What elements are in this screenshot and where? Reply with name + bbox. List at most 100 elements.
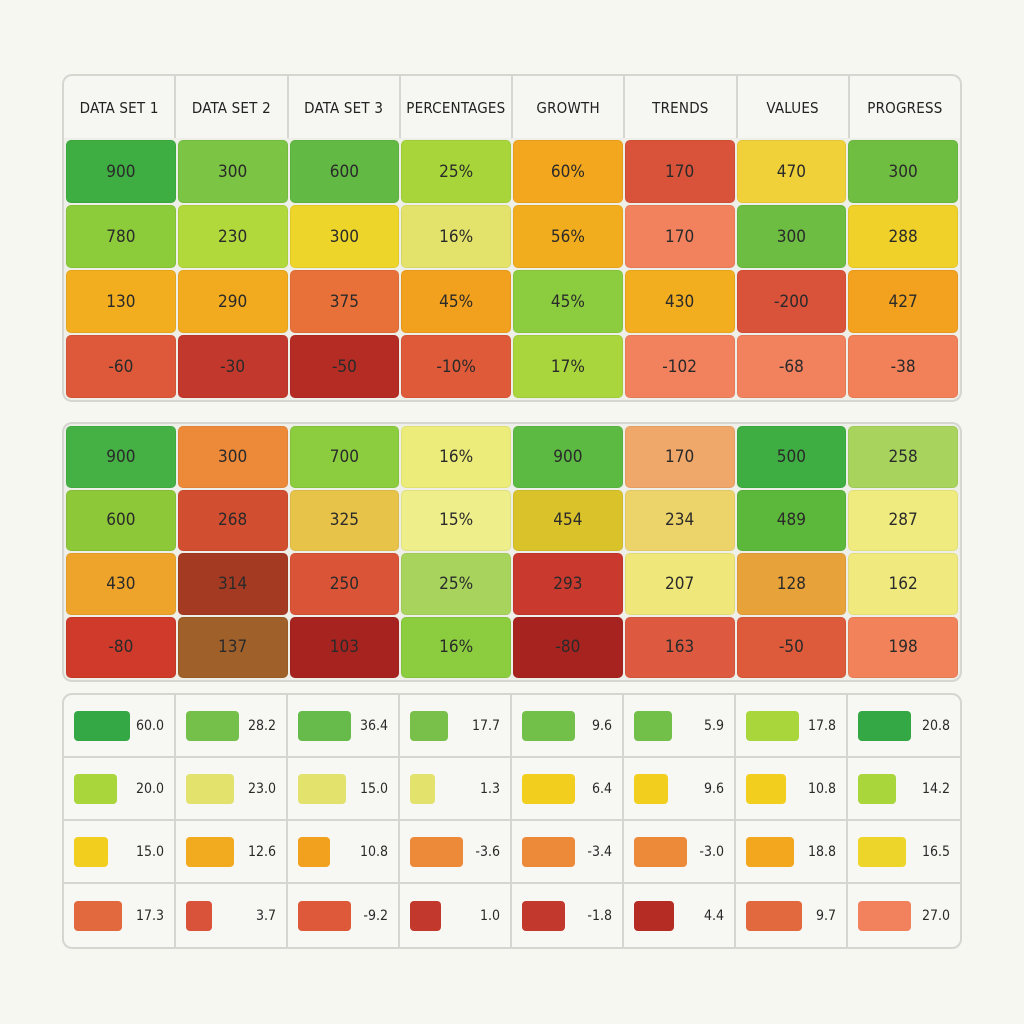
heatmap-cell: 430 <box>624 270 735 333</box>
bar-cell: 15.0 <box>288 758 400 821</box>
column-header: PERCENTAGES <box>401 76 513 140</box>
bar-value-label: 9.6 <box>703 780 724 797</box>
heatmap-cell: 300 <box>736 205 847 268</box>
bar <box>410 836 463 867</box>
bar <box>858 900 911 931</box>
bar-value-label: 17.3 <box>135 907 164 924</box>
heatmap-grid-1: 900 300 600 25% 60% 170 470 300 780 230 300 16% 56% 1… <box>64 138 960 400</box>
heatmap-cell: 900 <box>66 140 176 203</box>
column-header: PROGRESS <box>867 99 943 117</box>
column-header: DATA SET 2 <box>176 76 289 140</box>
bar-cell: 17.8 <box>736 695 848 758</box>
bar <box>522 710 575 741</box>
bar-value-label: 15.0 <box>359 780 388 797</box>
heatmap-panel-1: 900 300 600 25% 60% 170 470 300 780 230 300 16% 56% 1… <box>62 138 962 402</box>
heatmap-cell: 16% <box>401 426 511 488</box>
bar-cell: 20.8 <box>848 695 960 758</box>
bar <box>186 710 239 741</box>
bar <box>74 900 122 931</box>
heatmap-cell: 170 <box>624 140 735 203</box>
heatmap-cell: -60 <box>66 335 176 398</box>
heatmap-cell: 900 <box>66 426 176 488</box>
heatmap-cell: 375 <box>289 270 400 333</box>
heatmap-cell: 290 <box>177 270 288 333</box>
heatmap-cell: -68 <box>736 335 847 398</box>
bar <box>858 710 911 741</box>
header-panel: DATA SET 1 DATA SET 2 DATA SET 3 PERCENTAGE… <box>62 74 962 140</box>
bar <box>74 773 117 804</box>
heatmap-cell: 700 <box>289 426 400 488</box>
heatmap-cell: 170 <box>624 426 735 488</box>
heatmap-cell: 325 <box>289 489 400 551</box>
heatmap-cell: 287 <box>848 489 958 551</box>
bar-value-label: 17.7 <box>471 717 500 734</box>
column-header: GROWTH <box>513 76 626 140</box>
heatmap-cell: 45% <box>401 270 511 333</box>
heatmap-cell: 234 <box>624 489 735 551</box>
heatmap-cell: 162 <box>848 553 958 615</box>
bar <box>746 710 799 741</box>
bar <box>410 710 448 741</box>
bar-value-label: 27.0 <box>921 907 950 924</box>
heatmap-cell: -102 <box>624 335 735 398</box>
bar-value-label: -1.8 <box>587 907 612 924</box>
bar-value-label: 60.0 <box>135 717 164 734</box>
bar-value-label: 1.3 <box>479 780 500 797</box>
bar <box>522 900 565 931</box>
heatmap-cell: 163 <box>624 616 735 678</box>
bar <box>186 900 212 931</box>
heatmap-cell: 288 <box>848 205 958 268</box>
bar-cell: 18.8 <box>736 821 848 884</box>
bar <box>634 710 672 741</box>
bar-value-label: 4.4 <box>703 907 724 924</box>
bar-value-label: 5.9 <box>703 717 724 734</box>
bar-cell: 15.0 <box>64 821 176 884</box>
heatmap-cell: 230 <box>177 205 288 268</box>
bar-value-label: 18.8 <box>807 843 836 860</box>
bar-value-label: 17.8 <box>807 717 836 734</box>
bar-cell: 9.6 <box>512 695 624 758</box>
bar-cell: 17.3 <box>64 884 176 947</box>
bar-panel: 60.0 28.2 36.4 17.7 9.6 5.9 17.8 20.8 20.0 23.0 15… <box>62 693 962 949</box>
bar-cell: 10.8 <box>736 758 848 821</box>
bar <box>746 836 794 867</box>
bar <box>186 773 234 804</box>
bar-cell: 27.0 <box>848 884 960 947</box>
heatmap-cell: -80 <box>66 616 176 678</box>
heatmap-cell: -50 <box>289 335 400 398</box>
bar-cell: 6.4 <box>512 758 624 821</box>
bar-cell: -3.4 <box>512 821 624 884</box>
heatmap-cell: -30 <box>177 335 288 398</box>
heatmap-grid-2: 900 300 700 16% 900 170 500 258 600 268 325 15% 454 2… <box>64 424 960 680</box>
bar <box>858 836 906 867</box>
heatmap-cell: 198 <box>848 616 958 678</box>
heatmap-cell: 489 <box>736 489 847 551</box>
bar <box>746 900 802 931</box>
heatmap-cell: 56% <box>513 205 623 268</box>
bar <box>298 773 346 804</box>
bar <box>410 900 441 931</box>
heatmap-cell: 17% <box>513 335 623 398</box>
bar-cell: -3.6 <box>400 821 512 884</box>
bar <box>186 836 234 867</box>
heatmap-cell: 900 <box>513 426 623 488</box>
bar-value-label: 6.4 <box>591 780 612 797</box>
bar-cell: 1.0 <box>400 884 512 947</box>
bar <box>74 836 108 867</box>
heatmap-cell: 600 <box>289 140 400 203</box>
bar-cell: 14.2 <box>848 758 960 821</box>
heatmap-cell: -50 <box>736 616 847 678</box>
bar-value-label: 15.0 <box>135 843 164 860</box>
bar-value-label: 10.8 <box>807 780 836 797</box>
column-header: TRENDS <box>625 76 738 140</box>
bar-cell: 4.4 <box>624 884 736 947</box>
heatmap-cell: 300 <box>289 205 400 268</box>
heatmap-cell: 137 <box>177 616 288 678</box>
bar-cell: -1.8 <box>512 884 624 947</box>
bar <box>634 836 687 867</box>
column-header: DATA SET 3 <box>289 76 401 140</box>
header-row: DATA SET 1 DATA SET 2 DATA SET 3 PERCENTAGE… <box>64 76 960 140</box>
bar-value-label: 23.0 <box>247 780 276 797</box>
bar-cell: 1.3 <box>400 758 512 821</box>
column-header: DATA SET 1 <box>64 76 177 140</box>
